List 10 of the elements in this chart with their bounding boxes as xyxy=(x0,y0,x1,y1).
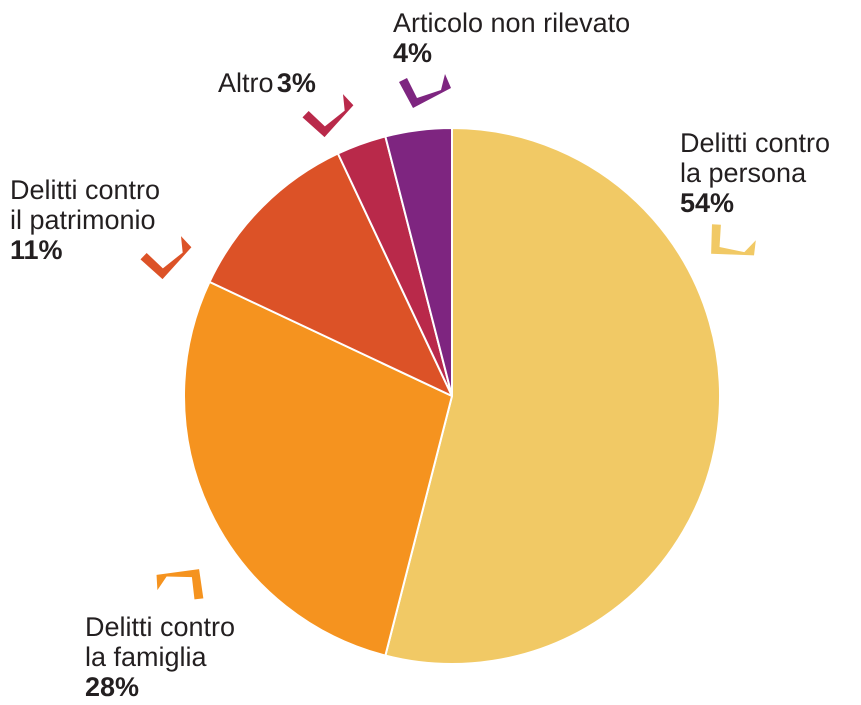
data-label: 54% xyxy=(680,188,734,218)
slice-label: Altro xyxy=(218,68,274,98)
slice-label: Delitti contro la persona xyxy=(680,128,830,188)
slice-label: Delitti contro il patrimonio xyxy=(10,175,160,235)
legend-label: Delitti contro la famiglia xyxy=(85,612,236,672)
data-label: 3% xyxy=(276,68,316,98)
slice-label: Articolo non rilevato xyxy=(393,8,630,38)
data-label: 4% xyxy=(393,38,432,68)
data-label: 28% xyxy=(85,672,140,702)
data-label: 11% xyxy=(10,235,63,265)
